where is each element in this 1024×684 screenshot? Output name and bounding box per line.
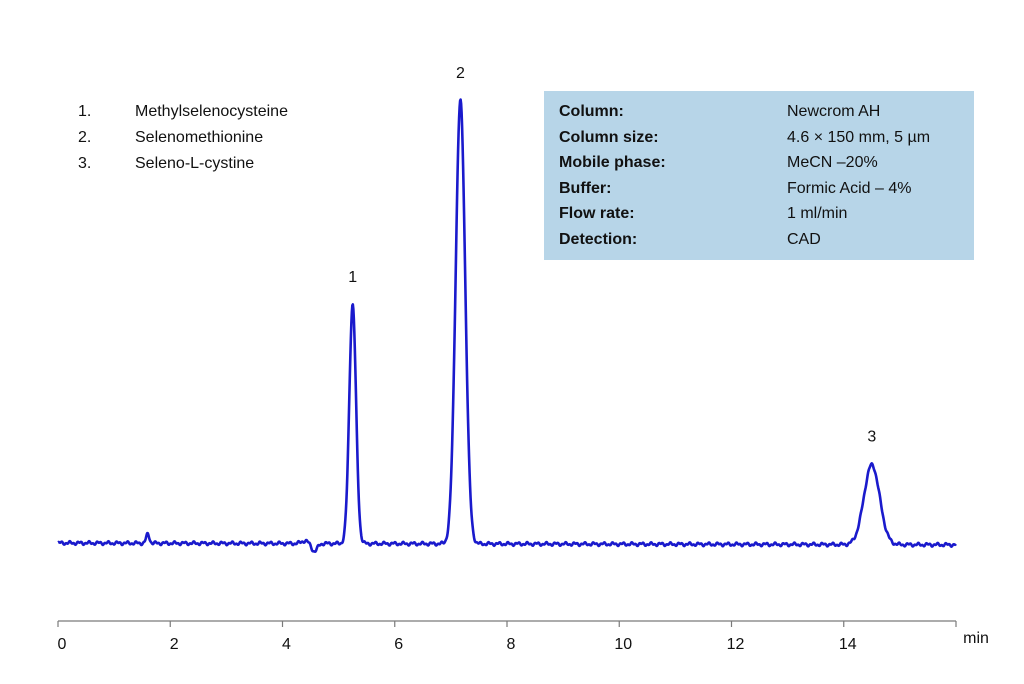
conditions-box: Column: Newcrom AH Column size: 4.6 × 15… [544,91,974,260]
condition-row: Buffer: Formic Acid – 4% [559,176,974,202]
compound-legend: 1. Methylselenocysteine 2. Selenomethion… [78,99,288,177]
x-tick-label: 12 [727,636,745,653]
condition-row: Mobile phase: MeCN –20% [559,150,974,176]
condition-value: Formic Acid – 4% [787,179,912,197]
condition-row: Detection: CAD [559,227,974,253]
peak-labels: 1 2 3 [348,65,876,445]
x-axis-unit-label: min [963,630,989,647]
condition-value: 4.6 × 150 mm, 5 µm [787,128,931,146]
peak-label: 2 [456,65,465,82]
peak-label: 3 [867,428,876,445]
legend-item: 3. Seleno-L-cystine [78,151,288,177]
legend-item-name: Methylselenocysteine [135,103,288,120]
condition-label: Mobile phase: [559,154,666,171]
condition-row: Column: Newcrom AH [559,99,974,125]
condition-label: Column: [559,103,624,120]
x-tick-label: 6 [394,636,403,653]
legend-item-number: 1. [78,103,92,120]
condition-label: Detection: [559,230,638,248]
legend-item: 2. Selenomethionine [78,125,288,151]
condition-value: CAD [787,230,821,248]
peak-label: 1 [348,269,357,286]
legend-item-number: 2. [78,129,92,146]
chromatogram-trace [57,98,957,553]
condition-row: Flow rate: 1 ml/min [559,201,974,227]
x-tick-label: 8 [507,636,516,653]
legend-item-number: 3. [78,155,92,172]
x-tick-label: 10 [614,636,632,653]
condition-label: Buffer: [559,179,612,197]
condition-value: Newcrom AH [787,103,881,120]
legend-item-name: Selenomethionine [135,129,264,146]
x-axis-ticks: 0 2 4 6 8 10 12 14 min [57,621,989,653]
condition-label: Flow rate: [559,205,635,222]
condition-label: Column size: [559,128,659,146]
x-tick-label: 2 [170,636,179,653]
condition-value: MeCN –20% [787,154,878,171]
legend-item-name: Seleno-L-cystine [135,155,255,172]
condition-row: Column size: 4.6 × 150 mm, 5 µm [559,125,974,151]
x-tick-label: 0 [58,636,67,653]
legend-item: 1. Methylselenocysteine [78,99,288,125]
x-tick-label: 14 [839,636,857,653]
x-tick-label: 4 [282,636,291,653]
condition-value: 1 ml/min [787,205,848,222]
